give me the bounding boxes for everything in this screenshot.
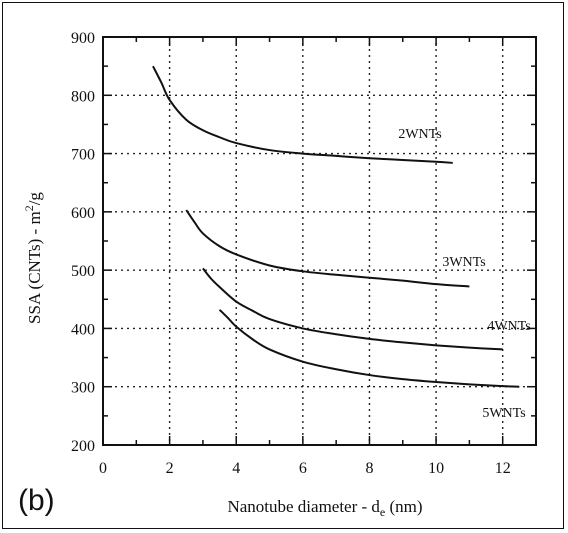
y-tick-label-400: 400 (71, 321, 95, 338)
y-tick-label-800: 800 (71, 88, 95, 105)
series-label-5WNTs: 5WNTs (482, 406, 525, 421)
panel-label: (b) (18, 484, 55, 517)
x-tick-label-12: 12 (495, 460, 511, 477)
y-tick-label-300: 300 (71, 380, 95, 397)
x-axis-title: Nanotube diameter - de (nm) (227, 497, 422, 519)
series-label-3WNTs: 3WNTs (442, 255, 485, 270)
y-tick-label-900: 900 (71, 30, 95, 47)
series-line-5WNTs (218, 309, 520, 388)
x-tick-label-2: 2 (166, 460, 174, 477)
y-tick-label-700: 700 (71, 147, 95, 164)
series-line-2WNTs (152, 65, 453, 164)
figure-frame (2, 2, 564, 529)
y-tick-label-500: 500 (71, 263, 95, 280)
x-tick-label-4: 4 (232, 460, 240, 477)
y-tick-label-600: 600 (71, 205, 95, 222)
x-tick-label-0: 0 (99, 460, 107, 477)
series-label-2WNTs: 2WNTs (398, 127, 441, 142)
series-line-3WNTs (185, 209, 470, 288)
y-tick-label-200: 200 (71, 438, 95, 455)
y-axis-title: SSA (CNTs) - m2/g (22, 192, 44, 324)
series-curves (152, 65, 520, 388)
series-line-4WNTs (202, 267, 503, 351)
x-tick-label-10: 10 (428, 460, 444, 477)
series-labels: 2WNTs 3WNTs 4WNTs 5WNTs (398, 127, 530, 421)
grid-lines (103, 37, 536, 445)
series-label-4WNTs: 4WNTs (487, 319, 530, 334)
x-tick-label-6: 6 (299, 460, 307, 477)
x-tick-label-8: 8 (365, 460, 373, 477)
axis-ticks: 0 2 4 6 8 10 12 200 300 400 500 600 700 800 900 (71, 30, 537, 477)
